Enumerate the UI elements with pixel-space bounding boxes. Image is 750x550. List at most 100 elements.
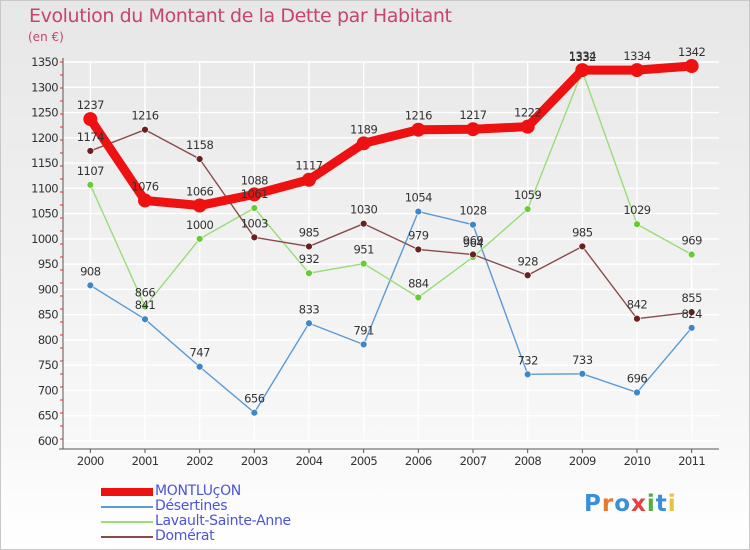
y-tick-label: 1300 (31, 80, 58, 94)
series-line (89, 70, 693, 308)
data-point (687, 308, 696, 316)
data-point (578, 242, 587, 251)
data-label: 1117 (295, 159, 322, 173)
data-label: 1334 (623, 49, 650, 63)
data-label: 928 (517, 254, 538, 268)
legend-swatch (101, 506, 153, 508)
data-point (523, 205, 532, 213)
data-point (359, 259, 368, 268)
data-label: 696 (627, 371, 648, 385)
data-point (302, 172, 316, 187)
data-label: 985 (572, 225, 593, 239)
data-label: 964 (463, 236, 484, 250)
data-label: 791 (353, 323, 374, 337)
data-point (195, 363, 204, 371)
data-point (195, 235, 204, 243)
data-label: 1222 (514, 106, 541, 120)
data-point (411, 122, 426, 137)
data-point (305, 269, 313, 277)
data-point (633, 315, 641, 323)
x-tick-label: 2009 (569, 454, 596, 468)
data-label: 1003 (241, 216, 268, 230)
data-point (83, 112, 98, 127)
logo-letter: i (646, 491, 656, 517)
data-label: 747 (189, 346, 210, 360)
y-tick-label: 700 (38, 383, 58, 397)
data-label: 824 (681, 307, 702, 321)
data-point (578, 370, 587, 378)
series-line (85, 61, 697, 211)
data-point (466, 122, 480, 137)
data-label: 985 (299, 225, 320, 239)
data-point (469, 250, 477, 259)
data-label: 833 (299, 302, 320, 316)
data-label: 1216 (131, 109, 158, 123)
data-point (684, 59, 699, 74)
x-tick-label: 2010 (624, 454, 651, 468)
data-label: 866 (135, 286, 156, 300)
x-tick-label: 2000 (77, 454, 104, 468)
y-tick-label: 1200 (31, 131, 58, 145)
y-tick-label: 600 (38, 434, 58, 448)
data-label: 841 (135, 298, 156, 312)
data-point (305, 242, 313, 251)
unit-label: (en €) (28, 30, 64, 44)
data-label: 733 (572, 353, 593, 367)
y-tick-label: 1050 (31, 207, 58, 221)
data-point (141, 315, 149, 323)
data-label: 1000 (186, 218, 213, 232)
data-label: 969 (463, 234, 484, 248)
data-label: 1076 (131, 179, 158, 193)
data-label: 951 (353, 243, 374, 257)
x-tick-label: 2001 (132, 454, 159, 468)
legend-label: Domérat (155, 528, 215, 544)
data-point (575, 63, 590, 78)
data-label: 1332 (569, 50, 596, 64)
data-point (250, 409, 259, 417)
x-tick-label: 2006 (405, 454, 432, 468)
y-tick-label: 800 (38, 333, 58, 347)
y-tick-label: 850 (38, 308, 58, 322)
data-label: 908 (80, 264, 101, 278)
data-label: 932 (299, 252, 320, 266)
data-label: 1342 (678, 45, 705, 59)
data-point (414, 245, 423, 254)
legend-swatch (101, 488, 153, 496)
data-point (305, 319, 313, 327)
y-tick-label: 900 (38, 282, 58, 296)
legend-swatch (101, 536, 153, 538)
y-tick-label: 950 (38, 257, 58, 271)
x-tick-label: 2003 (241, 454, 268, 468)
data-label: 1088 (241, 173, 268, 187)
y-tick-label: 750 (38, 358, 58, 372)
x-tick-label: 2011 (678, 454, 705, 468)
legend-label: Désertines (155, 498, 228, 514)
data-point (195, 155, 204, 163)
data-point (192, 198, 207, 213)
chart-title: Evolution du Montant de la Dette par Hab… (29, 5, 452, 27)
data-label: 842 (627, 298, 648, 312)
logo-letter: r (601, 491, 615, 517)
series-line (89, 129, 693, 320)
data-point (86, 147, 95, 155)
data-point (356, 136, 371, 151)
data-point (687, 324, 696, 332)
data-point (523, 271, 532, 279)
x-tick-label: 2005 (350, 454, 377, 468)
legend-swatch (101, 521, 153, 523)
data-label: 656 (244, 392, 265, 406)
data-label: 1189 (350, 122, 377, 136)
legend-label: Lavault-Sainte-Anne (155, 513, 291, 529)
data-label: 1030 (350, 203, 377, 217)
x-tick-label: 2002 (186, 454, 213, 468)
data-point (520, 119, 535, 134)
y-tick-label: 1100 (31, 181, 58, 195)
y-tick-label: 1350 (31, 55, 58, 69)
data-point (630, 63, 644, 78)
data-point (141, 302, 149, 311)
data-point (414, 293, 423, 302)
y-tick-label: 1000 (31, 232, 58, 246)
data-point (359, 340, 368, 349)
